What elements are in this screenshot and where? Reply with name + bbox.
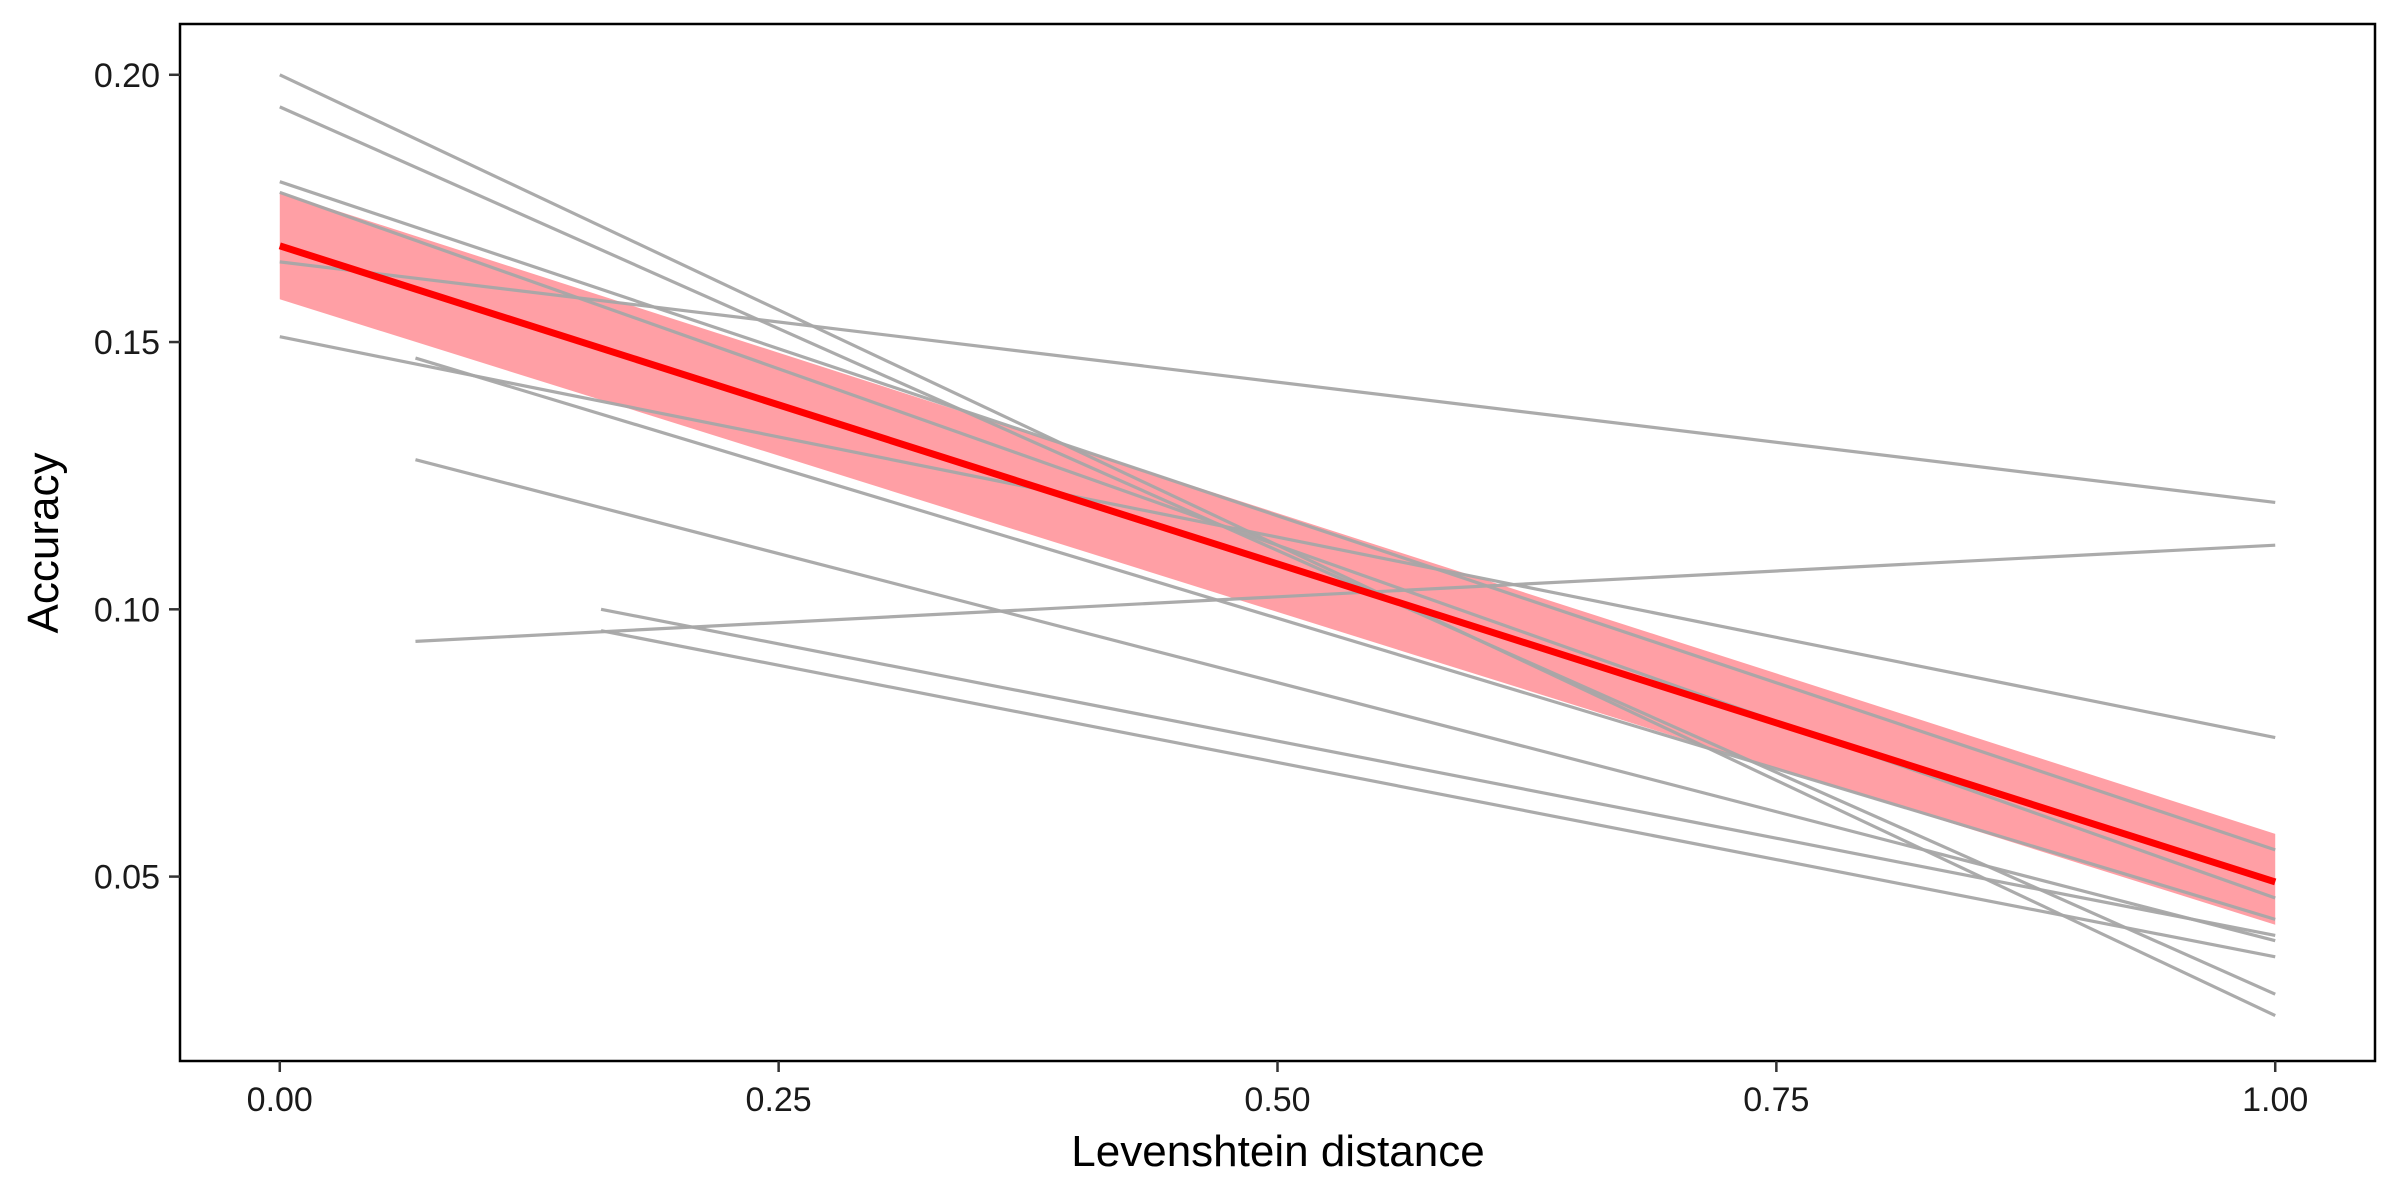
- x-tick-label: 1.00: [2242, 1081, 2308, 1119]
- individual-line-10: [600, 607, 2276, 937]
- y-tick-label: 0.05: [94, 859, 160, 897]
- confidence-ribbon: [279, 192, 2276, 925]
- y-axis: 0.05 0.10 0.15 0.20: [94, 57, 180, 897]
- y-tick-label: 0.10: [94, 591, 160, 629]
- x-axis: 0.00 0.25 0.50 0.75 1.00: [247, 1061, 2308, 1119]
- individual-line-7: [415, 356, 2276, 921]
- individual-line-9: [415, 543, 2276, 643]
- ribbon-layer: [279, 192, 2276, 925]
- individual-lines-layer: [279, 73, 2276, 1018]
- fit-line-layer: [278, 242, 2277, 886]
- individual-line-3: [279, 180, 2276, 852]
- individual-line-5: [279, 260, 2276, 504]
- y-axis-title: Accuracy: [19, 453, 68, 634]
- individual-line-2: [279, 105, 2276, 996]
- x-axis-title: Levenshtein distance: [1071, 1127, 1484, 1176]
- x-tick-label: 0.25: [746, 1081, 812, 1119]
- individual-line-4: [279, 190, 2276, 900]
- y-tick-label: 0.20: [94, 57, 160, 95]
- y-tick-label: 0.15: [94, 324, 160, 362]
- x-tick-label: 0.50: [1244, 1081, 1310, 1119]
- fit-line: [278, 242, 2277, 886]
- individual-line-8: [415, 458, 2276, 943]
- x-tick-label: 0.00: [247, 1081, 313, 1119]
- individual-line-11: [600, 629, 2276, 959]
- individual-line-6: [279, 335, 2276, 740]
- x-tick-label: 0.75: [1743, 1081, 1809, 1119]
